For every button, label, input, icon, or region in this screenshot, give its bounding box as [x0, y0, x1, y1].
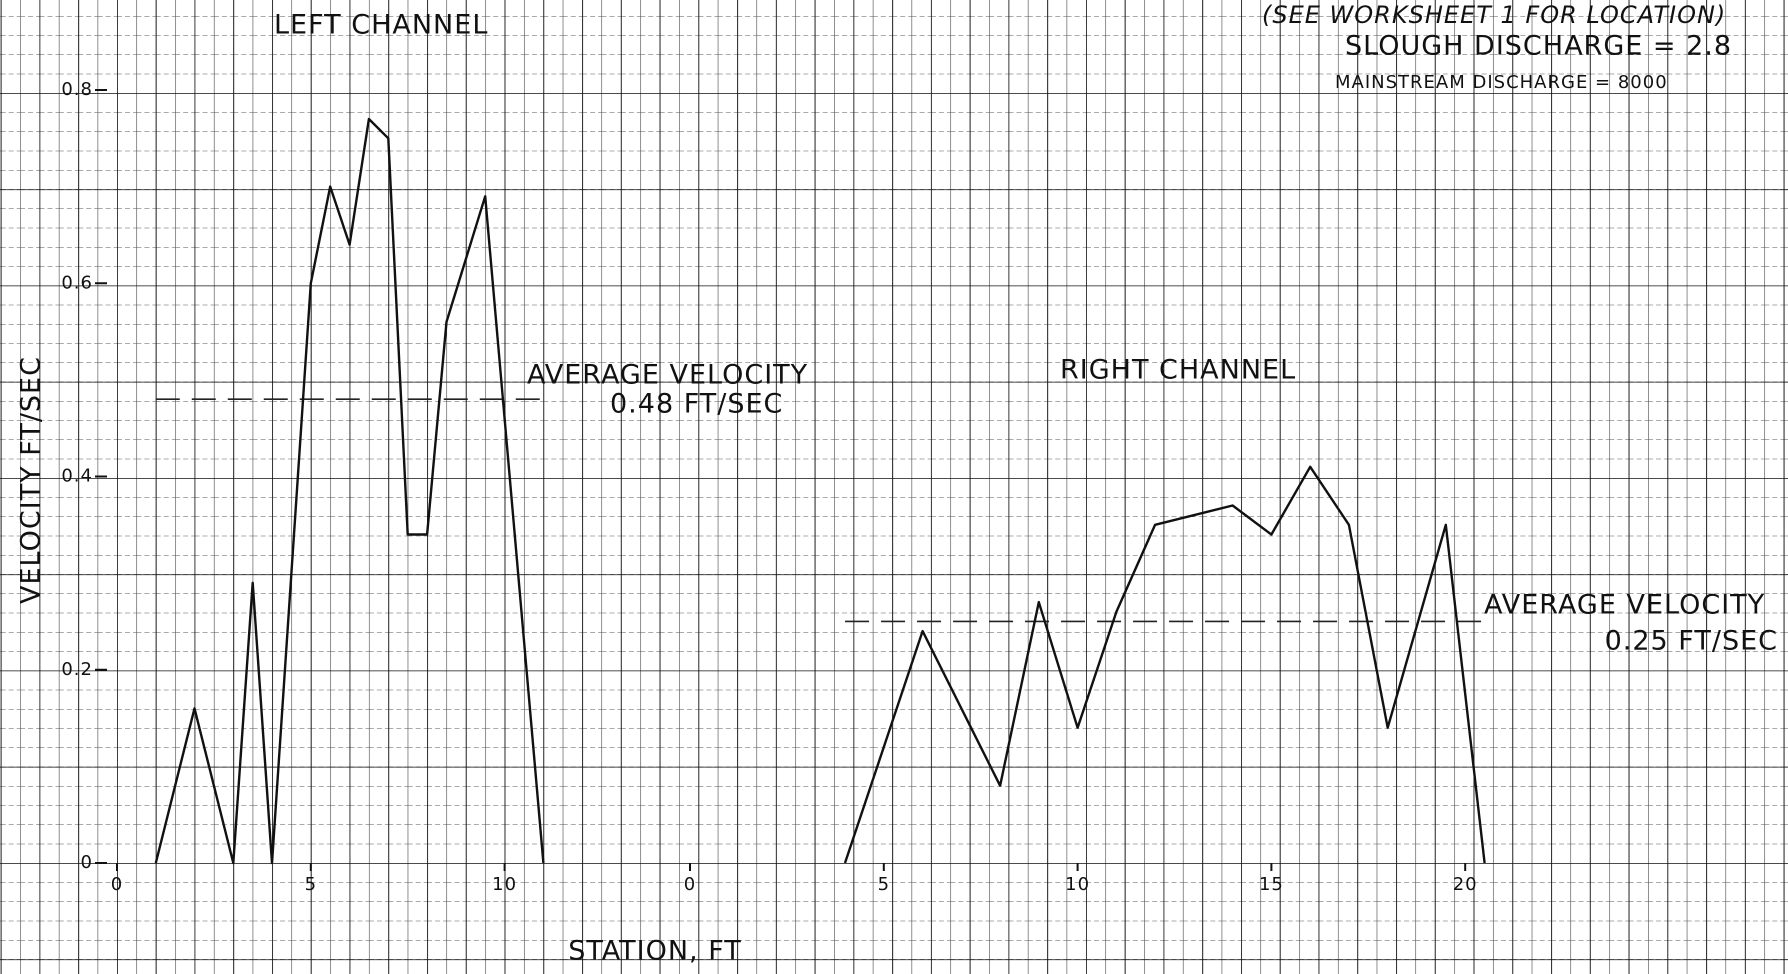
x-axis-label: STATION, FT: [568, 936, 742, 967]
average-value-label: 0.48 FT/SEC: [610, 389, 783, 420]
velocity-line: [154, 117, 545, 865]
x-tick-label: 20: [1453, 874, 1478, 895]
y-tick-label: 0.6: [61, 272, 93, 293]
plot: 0 0.2 0.4 0.6 0.8 0 5 10 LEFT CHANNEL AVERAGE VEL…: [61, 1, 1778, 895]
y-tick-label: 0.2: [61, 659, 93, 680]
x-tick-label: 10: [492, 874, 517, 895]
average-value-label: 0.25 FT/SEC: [1605, 626, 1778, 657]
x-tick-label: 10: [1065, 874, 1090, 895]
x-tick-label: 5: [305, 874, 317, 895]
velocity-line: [843, 465, 1486, 864]
panel-title: LEFT CHANNEL: [274, 10, 488, 41]
y-tick-label: 0.8: [61, 79, 93, 100]
y-tick-label: 0: [81, 852, 93, 873]
average-label: AVERAGE VELOCITY: [527, 360, 808, 391]
panel-title: RIGHT CHANNEL: [1060, 355, 1296, 386]
x-tick-label: 5: [878, 874, 890, 895]
y-axis-label: VELOCITY FT/SEC: [16, 356, 47, 604]
note: SLOUGH DISCHARGE = 2.8: [1345, 31, 1732, 62]
x-tick-label: 15: [1259, 874, 1284, 895]
note: MAINSTREAM DISCHARGE = 8000: [1335, 72, 1668, 93]
y-tick-label: 0.4: [61, 466, 93, 487]
note: (SEE WORKSHEET 1 FOR LOCATION): [1262, 1, 1726, 29]
x-tick-label: 0: [111, 874, 123, 895]
x-tick-label: 0: [684, 874, 696, 895]
average-label: AVERAGE VELOCITY: [1484, 590, 1765, 621]
